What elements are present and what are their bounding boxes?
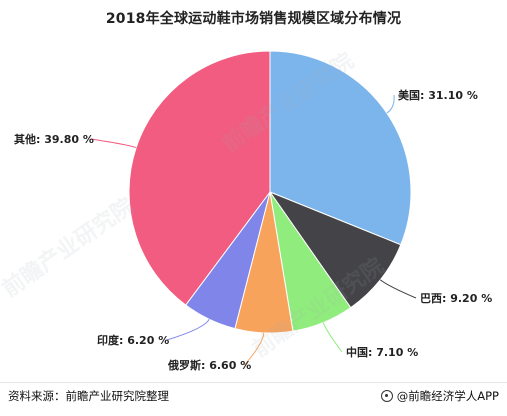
slice-label-3: 中国: 7.10 %: [346, 345, 418, 359]
slice-connector-4: [244, 332, 265, 366]
slice-connector-5: [166, 318, 210, 341]
brand-logo-icon: [380, 390, 393, 402]
footer-source: 资料来源：前瞻产业研究院整理: [8, 389, 169, 403]
footer-brand-text: @前瞻经济学人APP: [396, 389, 499, 403]
slices-layer: [128, 50, 412, 334]
slice-label-2: 巴西: 9.20 %: [420, 292, 492, 305]
slice-connector-6: [90, 138, 137, 149]
slice-connector-2: [380, 279, 417, 299]
footer-divider: [0, 382, 507, 383]
slice-label-5: 印度: 6.20 %: [97, 333, 169, 347]
footer-brand: @前瞻经济学人APP: [380, 388, 499, 404]
connectors-layer: [90, 94, 417, 366]
pie-slice-2: [268, 190, 402, 309]
slice-label-6: 其他: 39.80 %: [14, 132, 94, 146]
labels-layer: 美国: 31.10 % 巴西: 9.20 % 中国: 7.10 % 俄罗斯: 6.60…: [14, 88, 492, 372]
slice-label-4: 俄罗斯: 6.60 %: [167, 358, 251, 372]
slice-label-1: 美国: 31.10 %: [398, 88, 478, 102]
chart-title: 2018年全球运动鞋市场销售规模区域分布情况: [105, 11, 402, 27]
slice-connector-1: [386, 94, 395, 114]
slice-connector-3: [322, 322, 343, 353]
